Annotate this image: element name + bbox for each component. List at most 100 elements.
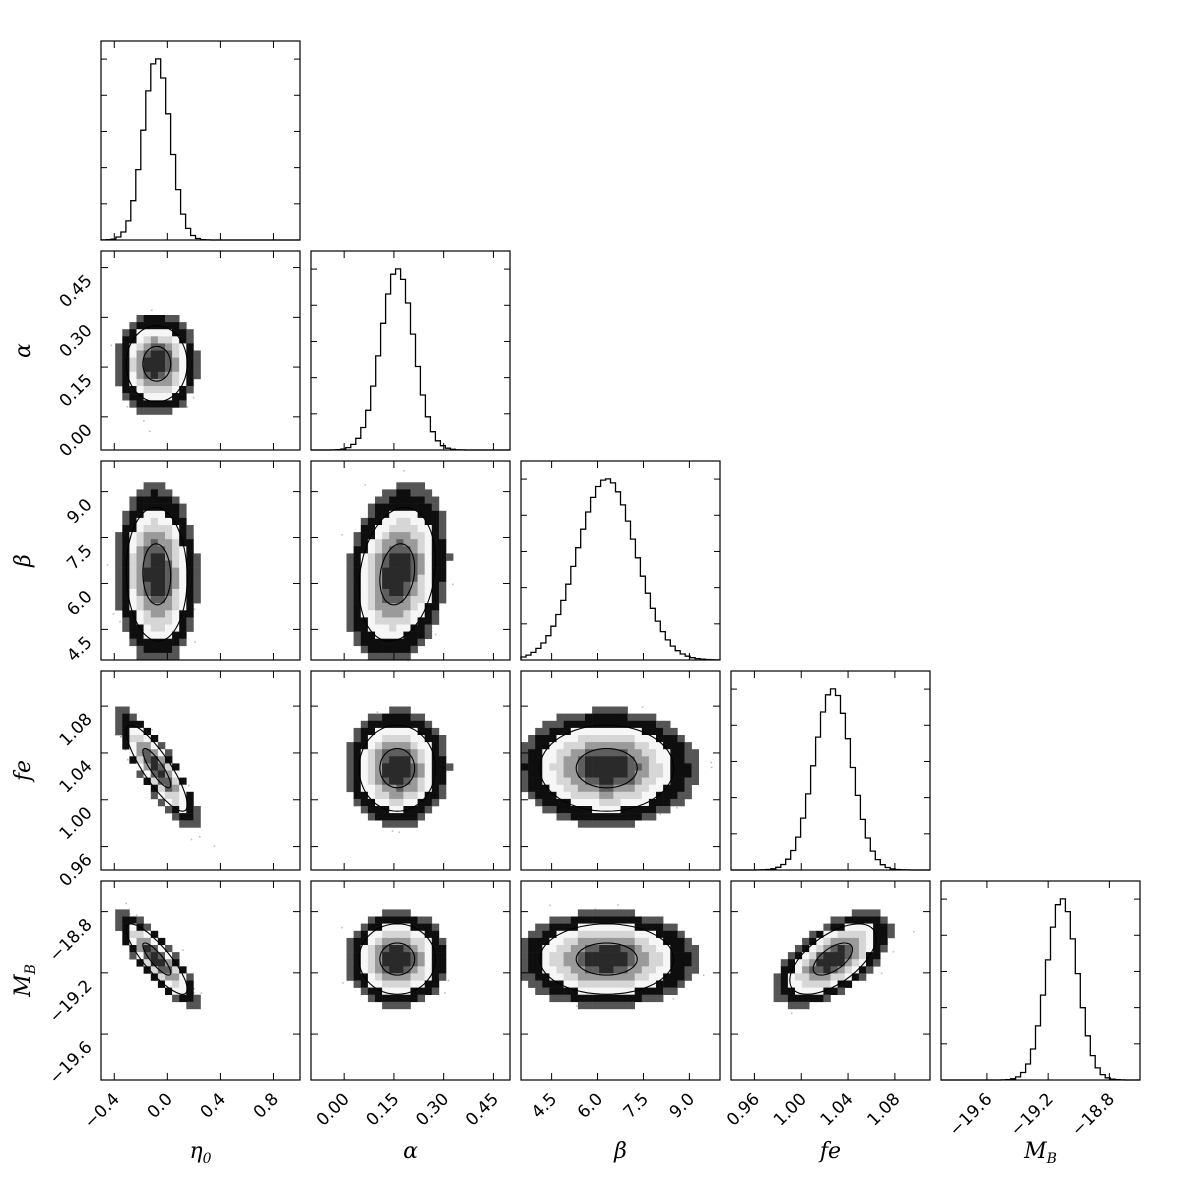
density-cell <box>431 539 440 547</box>
density-cell <box>129 546 137 554</box>
density-cell <box>410 496 418 504</box>
density-cell <box>360 574 369 583</box>
density-cell <box>396 503 404 511</box>
density-cell <box>122 350 130 358</box>
density-cell <box>136 567 144 575</box>
density-cell <box>382 610 390 618</box>
density-cell <box>193 553 201 561</box>
density-cell <box>186 329 194 337</box>
density-cell <box>367 631 376 639</box>
density-cell <box>179 364 187 373</box>
density-cell <box>122 735 130 743</box>
density-cell <box>186 386 194 394</box>
density-cell <box>115 553 123 561</box>
density-cell <box>143 610 151 618</box>
density-cell <box>165 645 173 654</box>
density-cell <box>417 638 425 647</box>
density-cell <box>375 596 383 604</box>
density-cell <box>150 581 159 590</box>
density-cell <box>172 652 180 661</box>
density-cell <box>165 386 173 394</box>
density-cell <box>353 610 361 618</box>
density-cell <box>403 532 411 540</box>
density-cell <box>136 407 144 415</box>
density-cell <box>136 574 144 583</box>
density-cell <box>353 638 361 647</box>
density-cell <box>157 482 166 490</box>
y-tick-label-fe: 1.04 <box>56 756 97 797</box>
density-cell <box>410 588 418 597</box>
density-cells <box>346 482 454 661</box>
density-cell <box>179 357 187 365</box>
density-cell <box>150 525 159 533</box>
density-cell <box>165 596 173 604</box>
density-cell <box>410 624 418 632</box>
density-cell <box>150 742 159 750</box>
density-cell <box>367 638 376 647</box>
density-cell <box>403 610 411 618</box>
density-cells <box>115 315 201 415</box>
density-cell <box>122 603 130 611</box>
contour-inner <box>142 543 172 606</box>
density-cell <box>129 350 137 358</box>
density-cell <box>150 315 159 323</box>
density-cell <box>367 553 376 561</box>
density-cell <box>353 532 361 540</box>
density-cell <box>446 553 454 561</box>
density-cell <box>179 596 187 604</box>
density-cell <box>143 742 151 750</box>
density-cell <box>122 720 130 729</box>
density-cell <box>172 560 180 568</box>
density-cell <box>122 617 130 625</box>
density-cell <box>157 539 166 547</box>
density-cell <box>115 574 123 583</box>
density-cell <box>431 596 440 604</box>
density-cell <box>382 489 390 497</box>
density-cell <box>157 603 166 611</box>
density-cell <box>403 496 411 504</box>
density-cell <box>403 638 411 647</box>
density-cell <box>424 510 433 519</box>
density-cell <box>115 357 123 365</box>
density-cell <box>165 546 173 554</box>
density-cell <box>143 763 151 771</box>
density-cell <box>353 596 361 604</box>
density-cell <box>410 539 418 547</box>
density-cell <box>403 517 411 526</box>
density-cell <box>417 503 425 511</box>
density-cell <box>360 560 369 568</box>
density-cell <box>129 510 137 519</box>
density-cell <box>136 727 144 736</box>
density-cell <box>136 638 144 647</box>
density-cell <box>143 503 151 511</box>
density-cell <box>389 652 397 661</box>
density-cell <box>438 539 447 547</box>
density-cell <box>375 517 383 526</box>
density-cell <box>193 806 201 814</box>
density-cell <box>122 336 130 344</box>
density-cell <box>179 610 187 618</box>
density-cell <box>179 322 187 330</box>
density-cell <box>179 336 187 344</box>
density-cell <box>150 588 159 597</box>
density-cell <box>122 386 130 394</box>
density-cell <box>375 539 383 547</box>
density-cell <box>438 510 447 519</box>
density-cell <box>410 517 418 526</box>
panel-frame <box>100 460 301 661</box>
density-cell <box>157 364 166 373</box>
density-cell <box>129 713 137 721</box>
density-cell <box>410 638 418 647</box>
density-cell <box>431 496 440 504</box>
density-cell <box>143 567 151 575</box>
density-cell <box>157 763 166 771</box>
density-cell <box>157 645 166 654</box>
density-cell <box>136 770 144 778</box>
density-cell <box>143 756 151 764</box>
density-cell <box>396 631 404 639</box>
density-cell <box>129 574 137 583</box>
density-cell <box>122 539 130 547</box>
density-cell <box>396 546 404 554</box>
density-cell <box>150 407 159 415</box>
density-cell <box>417 631 425 639</box>
